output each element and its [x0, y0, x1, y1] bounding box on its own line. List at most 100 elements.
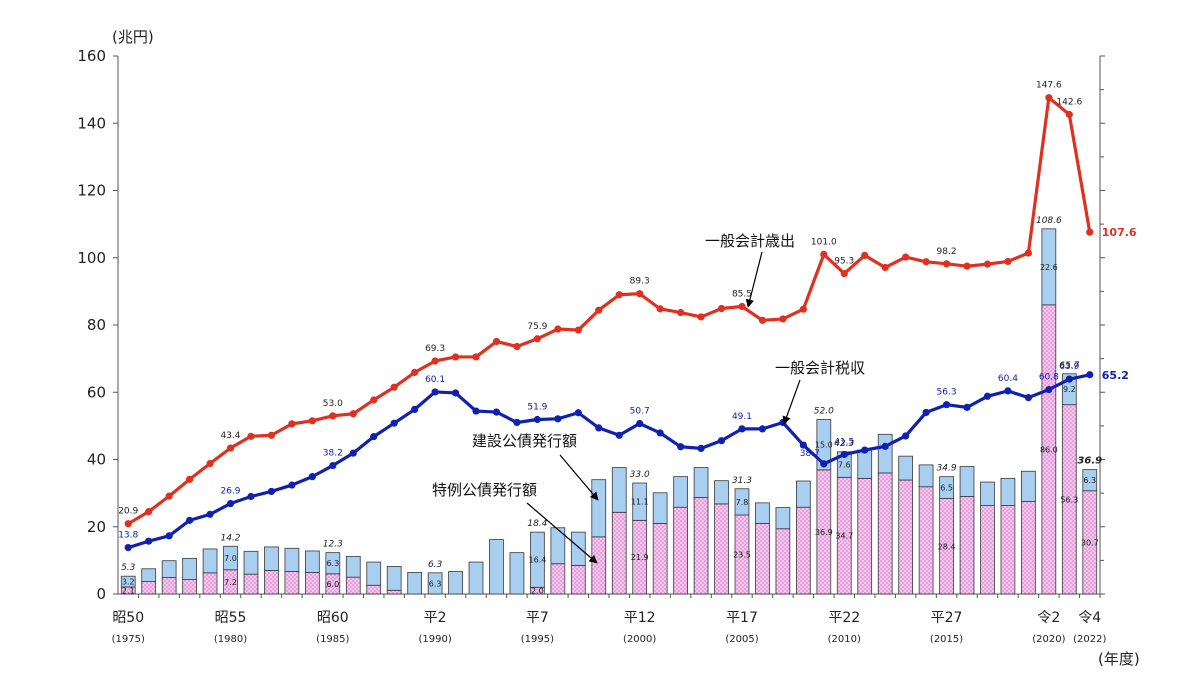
bar-construction — [468, 561, 484, 595]
x-tick-label: 令4 — [1078, 610, 1101, 626]
bar-construction — [509, 552, 525, 595]
x-tick-label: 令2 — [1037, 610, 1060, 626]
bar-construction — [120, 575, 136, 588]
label-construction: 7.6 — [838, 461, 851, 470]
point-revenue — [492, 408, 501, 416]
arrow-deficit — [526, 502, 598, 564]
x-tick-label: 昭60 — [317, 610, 349, 626]
label-deficit: 28.4 — [938, 542, 956, 551]
point-expenditure — [165, 492, 173, 500]
point-expenditure — [206, 459, 214, 468]
point-expenditure — [595, 306, 603, 314]
point-revenue — [1065, 375, 1073, 383]
bar-construction — [182, 557, 197, 580]
x-tick-year: (2005) — [725, 634, 758, 645]
x-unit-label: (年度) — [1098, 650, 1140, 668]
label-deficit: 30.7 — [1081, 538, 1099, 547]
point-expenditure — [1065, 110, 1073, 119]
bar-construction — [264, 546, 279, 571]
point-revenue — [472, 407, 480, 415]
y-tick-label: 0 — [96, 585, 106, 603]
point-expenditure — [861, 251, 869, 259]
bar-construction — [611, 467, 627, 513]
bar-deficit — [366, 584, 382, 595]
label-bond-total: 36.9 — [1077, 456, 1102, 467]
point-expenditure — [124, 520, 132, 528]
point-revenue — [411, 405, 419, 413]
point-revenue — [165, 532, 173, 540]
point-expenditure — [820, 250, 828, 258]
bar-construction — [959, 466, 975, 497]
bar-construction — [1082, 469, 1098, 492]
bar-construction — [1021, 470, 1036, 502]
point-expenditure — [186, 475, 194, 483]
label-deficit: 6.0 — [326, 580, 339, 589]
label-bond-total: 34.9 — [937, 464, 957, 474]
point-revenue — [697, 444, 705, 453]
x-tick-year: (2022) — [1073, 634, 1106, 645]
bar-construction — [632, 482, 648, 521]
bar-construction — [816, 419, 832, 471]
point-expenditure — [697, 313, 705, 321]
bar-deficit — [264, 570, 279, 595]
y-unit-label: (兆円) — [112, 28, 154, 46]
bar-construction — [407, 572, 423, 595]
y-tick-label: 20 — [87, 518, 106, 536]
bar-deficit — [611, 511, 627, 595]
label-expenditure: 101.0 — [811, 237, 837, 247]
bar-construction — [877, 433, 893, 474]
bar-deficit — [570, 565, 586, 595]
label-expenditure: 43.4 — [220, 431, 240, 441]
label-expenditure: 75.9 — [527, 322, 547, 332]
point-expenditure — [513, 342, 521, 351]
label-expenditure: 69.3 — [425, 344, 445, 354]
bar-construction — [775, 507, 791, 530]
point-expenditure — [533, 335, 541, 343]
label-construction: 6.3 — [326, 559, 339, 568]
label-deficit: 21.9 — [631, 553, 649, 562]
label-bond-total: 65.7 — [1059, 361, 1079, 371]
label-construction: 11.1 — [631, 498, 649, 507]
bond-bars — [120, 228, 1098, 595]
bar-construction — [980, 481, 995, 506]
bar-construction — [714, 480, 729, 505]
bar-construction — [223, 545, 238, 571]
bar-deficit — [304, 572, 320, 595]
label-deficit: 23.5 — [733, 550, 751, 559]
x-tick-year: (2015) — [930, 634, 963, 645]
point-revenue — [533, 415, 541, 424]
label-revenue: 65.2 — [1102, 369, 1129, 382]
arrow-construction — [559, 454, 599, 501]
point-revenue — [738, 425, 746, 433]
bar-construction — [304, 550, 320, 573]
bar-construction — [755, 502, 770, 524]
bar-deficit — [775, 528, 791, 595]
point-expenditure — [1024, 249, 1032, 257]
point-expenditure — [840, 269, 848, 278]
point-revenue — [1045, 385, 1053, 394]
bar-deficit — [693, 497, 709, 595]
point-revenue — [145, 537, 153, 545]
bar-construction — [345, 555, 361, 578]
label-expenditure: 53.0 — [323, 399, 343, 409]
point-expenditure — [677, 308, 685, 317]
point-expenditure — [902, 253, 910, 261]
point-expenditure — [717, 304, 726, 313]
point-revenue — [615, 431, 623, 439]
bar-deficit — [1000, 505, 1016, 595]
annotation-deficit: 特例公債発行額 — [432, 481, 537, 499]
label-expenditure: 89.3 — [630, 277, 650, 287]
point-expenditure — [656, 305, 664, 313]
label-deficit: 56.3 — [1060, 495, 1078, 504]
y-tick-label: 40 — [87, 451, 106, 469]
bar-deficit — [284, 571, 300, 595]
bar-construction — [1000, 477, 1016, 506]
label-bond-total: 14.2 — [220, 533, 240, 543]
x-tick-label: 平17 — [726, 610, 758, 626]
point-expenditure — [288, 420, 296, 428]
data-labels: 20.9 43.4 53.0 69.3 75.9 89.3 85.5 101.0 95.3 98.… — [118, 81, 1137, 596]
label-construction: 9.2 — [1063, 385, 1076, 394]
point-expenditure — [881, 263, 889, 272]
bar-construction — [652, 492, 668, 524]
